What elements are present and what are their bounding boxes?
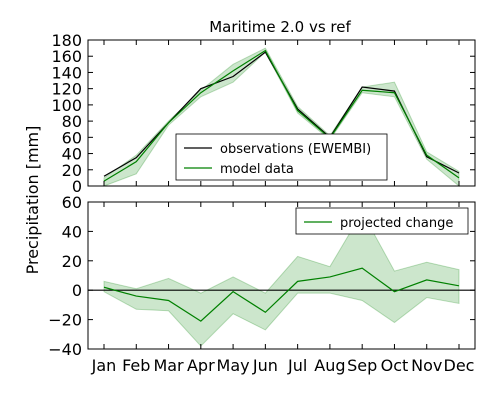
chart-title: Maritime 2.0 vs ref [209,18,351,36]
top-ytick-label-0: 0 [72,177,82,196]
top-ytick-label-9: 180 [51,31,82,50]
xtick-label-sep: Sep [347,356,377,375]
bottom-ytick-label-3: 20 [62,252,82,271]
xtick-label-feb: Feb [122,356,150,375]
top-ytick-label-7: 140 [51,63,82,82]
y-axis-label: Precipitation [mm] [23,126,42,275]
bottom-ytick-label-1: −20 [48,311,82,330]
bottom-ytick-label-0: −40 [48,340,82,359]
top-ytick-label-4: 80 [62,112,82,131]
x-axis-ticks: Jan Feb Mar Apr May Jun Jul Aug Sep Oct Nov Dec [91,356,475,375]
top-frame [87,39,476,187]
bottom-legend-label-0: projected change [340,216,453,231]
bottom-ytick-label-5: 60 [62,193,82,212]
xtick-label-dec: Dec [444,356,475,375]
top-legend-box [175,133,388,181]
xtick-label-apr: Apr [187,356,215,375]
xtick-label-jan: Jan [91,356,117,375]
top-ytick-label-6: 120 [51,80,82,99]
bottom-panel: −40 −20 0 20 40 60 projected change [48,193,476,359]
top-ytick-label-1: 20 [62,161,82,180]
xtick-label-nov: Nov [411,356,442,375]
bottom-ytick-label-2: 0 [72,281,82,300]
top-legend-label-1: model data [220,162,294,177]
top-legend-label-0: observations (EWEMBI) [220,142,371,157]
xtick-label-may: May [217,356,250,375]
top-ytick-label-2: 40 [62,145,82,164]
bottom-frame [87,201,476,350]
bottom-series-line-0 [103,267,460,322]
bottom-ytick-label-4: 40 [62,222,82,241]
bottom-legend-box [295,207,469,235]
xtick-label-jul: Jul [287,356,307,375]
xtick-label-jun: Jun [252,356,278,375]
xtick-label-oct: Oct [381,356,409,375]
top-ytick-label-8: 160 [51,47,82,66]
top-series-line-1 [103,49,460,182]
xtick-label-aug: Aug [314,356,345,375]
xtick-label-mar: Mar [153,356,184,375]
top-ytick-label-5: 100 [51,96,82,115]
top-ytick-label-3: 60 [62,128,82,147]
